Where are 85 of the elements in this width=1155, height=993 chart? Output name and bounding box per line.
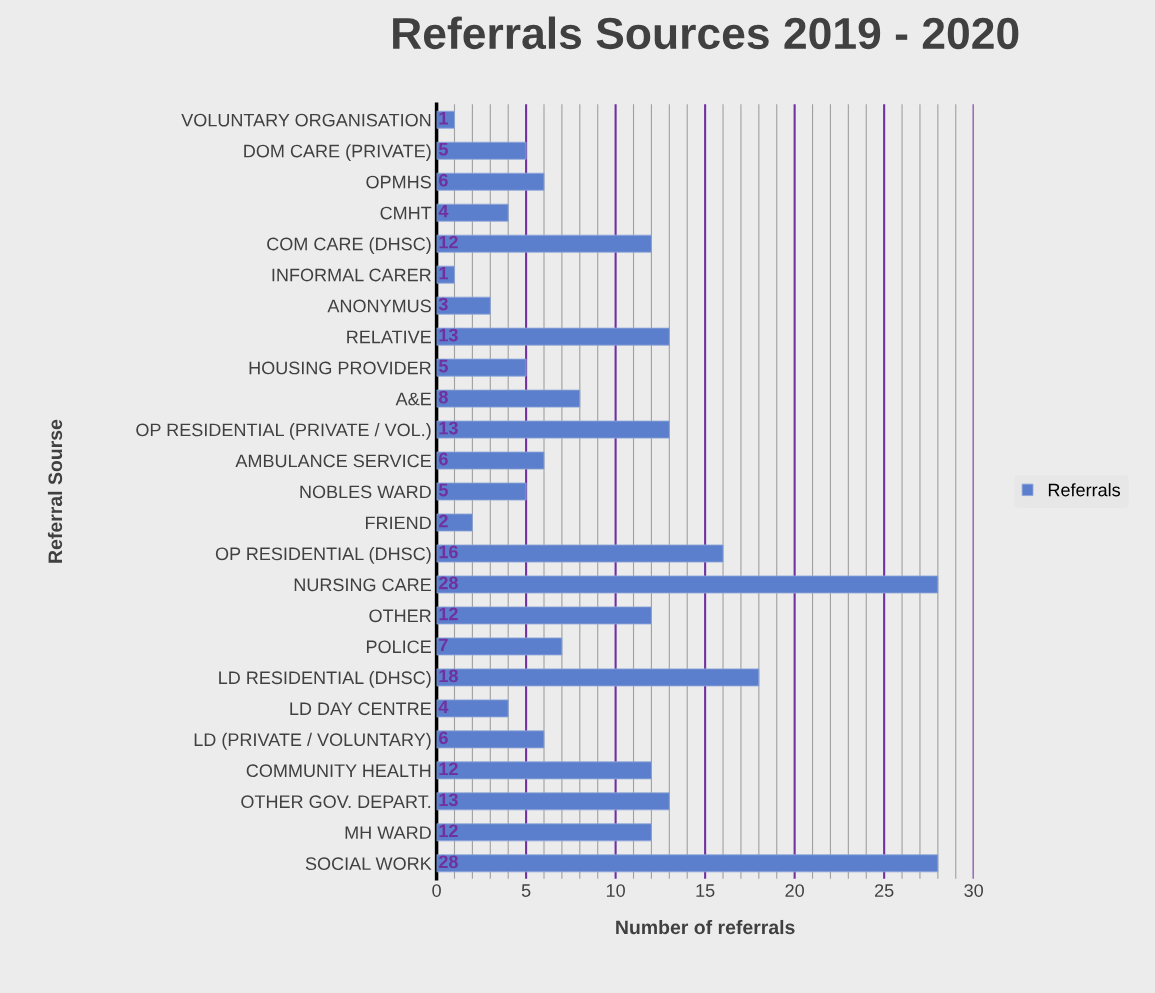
- y-tick-label: MH WARD: [345, 826, 431, 839]
- data-label: 12: [439, 824, 458, 837]
- y-tick-label: INFORMAL CARER: [272, 268, 431, 282]
- y-tick-label: POLICE: [366, 640, 431, 654]
- data-label: 5: [438, 359, 448, 373]
- bar: [436, 606, 652, 625]
- y-axis-title: Referral Sourse: [47, 419, 63, 563]
- data-label: 6: [439, 731, 448, 745]
- bar: [436, 699, 509, 718]
- bar: [436, 513, 473, 532]
- bar: [436, 451, 545, 470]
- y-tick-label: HOUSING PROVIDER: [249, 361, 431, 375]
- bar: [436, 761, 652, 780]
- data-label: 16: [439, 545, 458, 559]
- data-label: 13: [439, 328, 458, 342]
- data-label: 2: [439, 514, 448, 528]
- y-tick-label: OPMHS: [366, 175, 431, 189]
- y-tick-label: SOCIAL WORK: [305, 857, 432, 871]
- y-tick-label: OP RESIDENTIAL (DHSC): [215, 546, 431, 564]
- data-label: 4: [438, 700, 449, 714]
- bar: [436, 203, 509, 222]
- y-tick-label: OTHER GOV. DEPART.: [241, 795, 431, 809]
- y-tick-label: CMHT: [380, 206, 432, 220]
- data-label: 13: [439, 793, 458, 807]
- data-label: 12: [439, 762, 458, 776]
- bar: [436, 637, 563, 656]
- y-tick-label: LD DAY CENTRE: [290, 702, 431, 716]
- data-label: 7: [439, 638, 448, 652]
- bar: [436, 234, 652, 253]
- bar: [436, 296, 491, 315]
- y-tick-label: NURSING CARE: [294, 578, 431, 592]
- bar: [436, 265, 455, 284]
- bar: [436, 172, 545, 191]
- legend-label: Referrals: [1048, 483, 1121, 497]
- bar: [436, 544, 724, 563]
- data-label: 28: [439, 576, 458, 590]
- y-tick-label: COMMUNITY HEALTH: [246, 764, 431, 778]
- bar: [436, 730, 545, 749]
- bar: [436, 854, 939, 873]
- chart-title: Referrals Sources 2019 - 2020: [393, 16, 1019, 50]
- y-tick-label: DOM CARE (PRIVATE): [244, 144, 431, 162]
- y-tick-label: A&E: [395, 392, 431, 406]
- bar: [436, 823, 652, 842]
- y-tick-label: FRIEND: [366, 516, 431, 530]
- y-tick-label: AMBULANCE SERVICE: [235, 454, 431, 468]
- data-label: 6: [439, 173, 448, 187]
- bar: [436, 327, 670, 346]
- bar: [436, 389, 581, 408]
- data-label: 3: [438, 297, 448, 311]
- x-axis-title: Number of referrals: [616, 919, 795, 935]
- bar: [436, 668, 760, 687]
- data-label: 8: [438, 390, 448, 404]
- y-tick-label: OTHER: [369, 609, 431, 623]
- y-tick-label: NOBLES WARD: [300, 485, 431, 499]
- bar: [436, 141, 527, 160]
- bar: [436, 420, 670, 439]
- x-tick-label: 30: [964, 884, 983, 897]
- data-label: 1: [439, 112, 448, 125]
- bar: [436, 792, 670, 811]
- y-tick-label: RELATIVE: [347, 330, 431, 344]
- y-tick-label: LD (PRIVATE / VOLUNTARY): [194, 732, 431, 750]
- data-label: 5: [438, 483, 448, 497]
- data-label: 13: [439, 421, 458, 435]
- data-label: 6: [439, 452, 448, 466]
- y-tick-label: COM CARE (DHSC): [267, 237, 431, 254]
- bar: [436, 575, 939, 594]
- data-label: 1: [439, 266, 448, 280]
- y-tick-label: ANONYMUS: [327, 299, 431, 313]
- bar: [436, 482, 527, 501]
- data-label: 12: [439, 607, 458, 621]
- x-tick-label: 5: [521, 884, 531, 897]
- y-tick-label: OP RESIDENTIAL (PRIVATE / VOL.): [136, 423, 431, 440]
- bar: [436, 358, 527, 377]
- data-label: 28: [439, 855, 458, 869]
- data-label: 4: [438, 204, 449, 218]
- y-tick-label: LD RESIDENTIAL (DHSC): [219, 670, 431, 688]
- x-tick-label: 0: [432, 884, 441, 897]
- x-tick-label: 10: [606, 884, 625, 897]
- x-tick-label: 25: [875, 884, 894, 897]
- y-tick-label: VOLUNTARY ORGANISATION: [181, 113, 431, 127]
- data-label: 12: [439, 235, 458, 249]
- x-tick-label: 20: [785, 884, 804, 897]
- data-label: 5: [438, 142, 448, 156]
- data-label: 18: [439, 669, 458, 683]
- x-tick-label: 15: [696, 884, 715, 897]
